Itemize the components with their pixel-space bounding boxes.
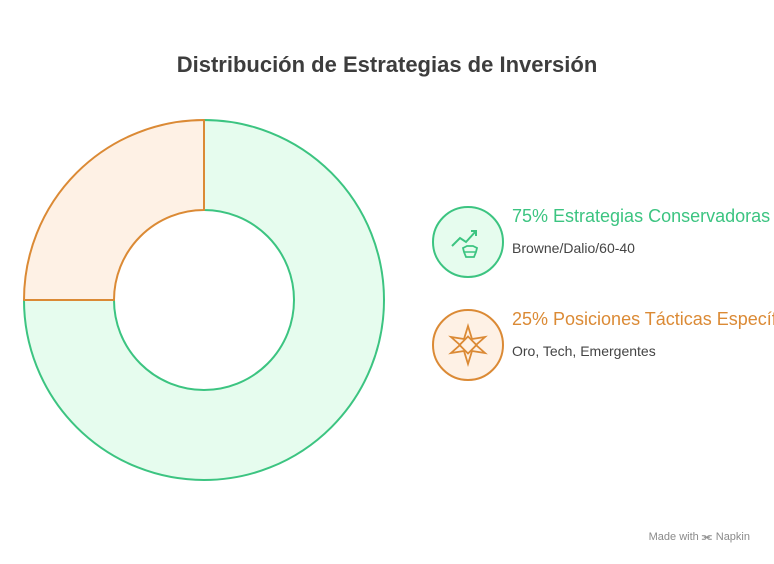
brand-name: Napkin bbox=[715, 531, 750, 543]
footer-credit: Made with ⫘ Napkin bbox=[649, 531, 750, 544]
made-with-text: Made with bbox=[648, 531, 699, 543]
slice-conservadoras bbox=[23, 119, 385, 481]
legend-desc-tacticas: Oro, Tech, Emergentes bbox=[512, 343, 656, 359]
growth-chart-bull-icon bbox=[432, 206, 504, 278]
legend-label-conservadoras: 75% Estrategias Conservadoras bbox=[512, 206, 771, 226]
compass-star-icon bbox=[432, 309, 504, 381]
legend-desc-conservadoras: Browne/Dalio/60-40 bbox=[512, 240, 635, 256]
napkin-logo-icon: ⫘ bbox=[701, 531, 712, 543]
chart-title: Distribución de Estrategias de Inversión bbox=[176, 52, 598, 77]
legend-label-tacticas: 25% Posiciones Tácticas Específicas bbox=[512, 309, 774, 329]
slice-tacticas bbox=[23, 119, 205, 301]
